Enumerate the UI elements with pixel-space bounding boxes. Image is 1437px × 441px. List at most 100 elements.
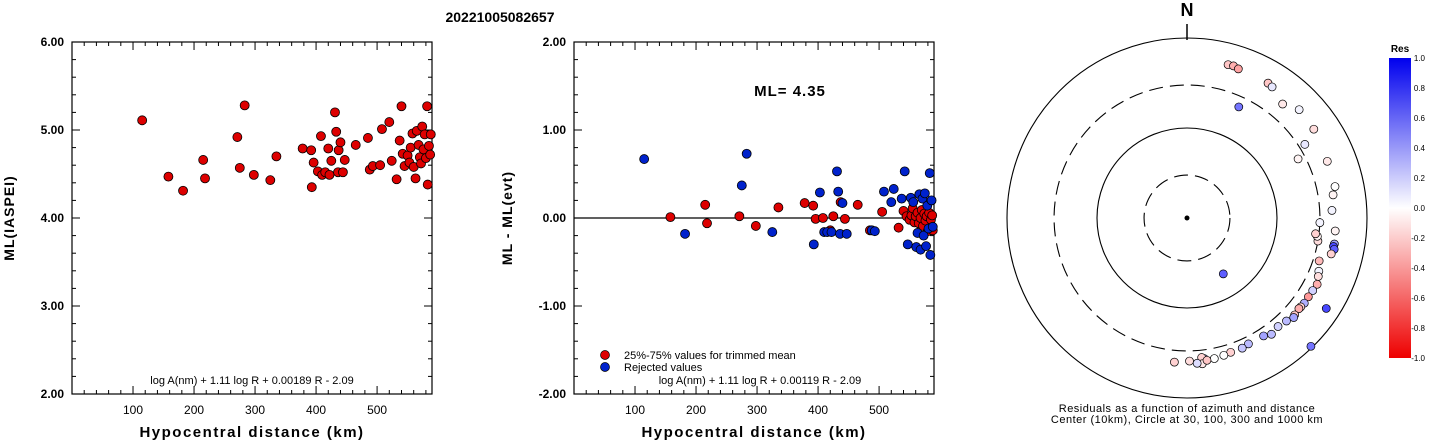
- data-point: [386, 155, 397, 166]
- station-residual-point: [1192, 358, 1202, 368]
- plot2-y-axis-label: ML - ML(evt): [499, 171, 515, 265]
- rejected-point: [832, 166, 842, 177]
- plot1-y-tick-label: 5.00: [41, 123, 65, 137]
- rejected-point: [814, 187, 825, 198]
- colorbar-tick-label: 1.0: [1414, 54, 1426, 63]
- station-residual-point: [1218, 269, 1228, 279]
- colorbar-title: Res: [1391, 44, 1410, 55]
- rejected-point: [896, 193, 907, 204]
- trimmed-point: [893, 222, 904, 233]
- colorbar-tick-label: -1.0: [1411, 354, 1425, 363]
- plot1-y-axis-label: ML(IASPEI): [1, 175, 17, 260]
- data-point: [424, 140, 434, 151]
- plot1-y-tick-label: 3.00: [41, 299, 65, 313]
- station-residual-point: [1322, 156, 1332, 166]
- rejected-point: [899, 166, 910, 177]
- plot1-frame: [71, 41, 433, 395]
- plot2-y-tick-label: 0.00: [543, 211, 567, 225]
- plot1-y-tick-label: 2.00: [41, 387, 65, 401]
- data-point: [335, 137, 346, 148]
- data-point: [384, 117, 395, 127]
- colorbar-tick-label: 0.6: [1414, 114, 1426, 123]
- data-point: [338, 167, 348, 178]
- distance-ring-30km: [1143, 174, 1231, 262]
- rejected-point: [837, 198, 848, 208]
- data-point: [333, 145, 344, 156]
- polar-caption-line2: Center (10km), Circle at 30, 100, 300 an…: [1051, 414, 1323, 426]
- data-point: [330, 107, 340, 118]
- data-point: [326, 155, 337, 166]
- rejected-point: [741, 148, 752, 159]
- data-point: [239, 100, 250, 111]
- plot2-x-tick-label: 300: [747, 403, 767, 417]
- station-residual-point: [1314, 256, 1324, 266]
- polar-rings: [1006, 37, 1368, 399]
- station-residual-point: [1330, 226, 1340, 236]
- station-residual-point: [1313, 272, 1323, 281]
- plot1-points: [137, 100, 436, 196]
- rejected-point: [921, 241, 931, 252]
- plot1-x-axis-label: Hypocentral distance (km): [139, 424, 364, 441]
- plot1-x-tick-label: 100: [123, 403, 143, 417]
- rejected-point: [908, 197, 919, 208]
- residual-vs-distance-plot: 100 200 300 400 500 -2.00 -1.00 0.00 1.00 2.00 M…: [499, 35, 938, 441]
- station-residual-point: [1327, 206, 1337, 215]
- data-point: [308, 157, 319, 168]
- distance-ring-1000km: [1006, 37, 1368, 399]
- data-point: [331, 126, 342, 137]
- plot2-y-tick-label: -1.00: [539, 299, 567, 313]
- rejected-point: [927, 221, 938, 232]
- station-residual-point: [1233, 64, 1243, 74]
- station-residual-point: [1259, 331, 1268, 341]
- data-point: [306, 145, 317, 156]
- station-residual-point: [1308, 286, 1318, 295]
- station-residual-point: [1234, 102, 1244, 112]
- plot1-x-tick-labels: 100 200 300 400 500: [123, 403, 387, 417]
- data-point: [375, 160, 386, 171]
- rejected-point: [886, 197, 897, 208]
- plot2-y-tick-label: -2.00: [539, 387, 567, 401]
- data-point: [137, 115, 148, 126]
- data-point: [323, 143, 334, 154]
- rejected-point: [826, 227, 837, 237]
- plot2-x-tick-label: 400: [808, 403, 828, 417]
- data-point: [248, 169, 259, 180]
- distance-ring-300km: [1053, 84, 1321, 352]
- plot2-ticks: [574, 42, 934, 394]
- station-residual-point: [1294, 304, 1304, 313]
- station-residual-point: [1306, 341, 1316, 351]
- station-residual-point: [1326, 249, 1336, 259]
- station-residual-point: [1315, 218, 1325, 227]
- legend-label-rejected: Rejected values: [624, 362, 703, 374]
- data-point: [363, 133, 373, 143]
- colorbar-tick-labels: 1.0 0.8 0.6 0.4 0.2 0.0 -0.2 -0.4 -0.6 -0.8 -1.0: [1411, 54, 1425, 363]
- distance-ring-100km: [1096, 127, 1278, 309]
- colorbar-tick-label: 0.4: [1414, 144, 1426, 153]
- polar-points: [1170, 60, 1340, 369]
- colorbar-tick-label: -0.8: [1411, 324, 1425, 333]
- trimmed-point: [734, 211, 745, 222]
- rejected-point: [925, 250, 936, 260]
- azimuth-distance-plot: N Residuals as a function of azimuth and…: [1006, 0, 1368, 426]
- magnitude-vs-distance-plot: 100 200 300 400 500 2.00 3.00 4.00 5.00 6.00 log…: [1, 35, 436, 441]
- station-residual-point: [1273, 322, 1283, 331]
- rejected-point: [879, 186, 889, 197]
- rejected-point: [841, 228, 852, 239]
- trimmed-point: [702, 218, 712, 229]
- rejected-point: [926, 195, 937, 206]
- trimmed-point: [818, 213, 828, 223]
- colorbar-tick-label: -0.2: [1411, 234, 1425, 243]
- station-residual-point: [1303, 292, 1313, 302]
- data-point: [410, 173, 421, 184]
- data-point: [178, 185, 188, 196]
- colorbar-tick-label: 0.0: [1414, 204, 1426, 213]
- data-point: [396, 101, 407, 112]
- colorbar-tick-label: -0.4: [1411, 264, 1425, 273]
- rejected-point: [680, 228, 690, 239]
- colorbar-tick-label: -0.6: [1411, 294, 1425, 303]
- polar-center-dot: [1184, 215, 1190, 221]
- plot1-y-tick-labels: 2.00 3.00 4.00 5.00 6.00: [41, 35, 65, 401]
- station-residual-point: [1321, 304, 1331, 313]
- station-residual-point: [1311, 229, 1320, 239]
